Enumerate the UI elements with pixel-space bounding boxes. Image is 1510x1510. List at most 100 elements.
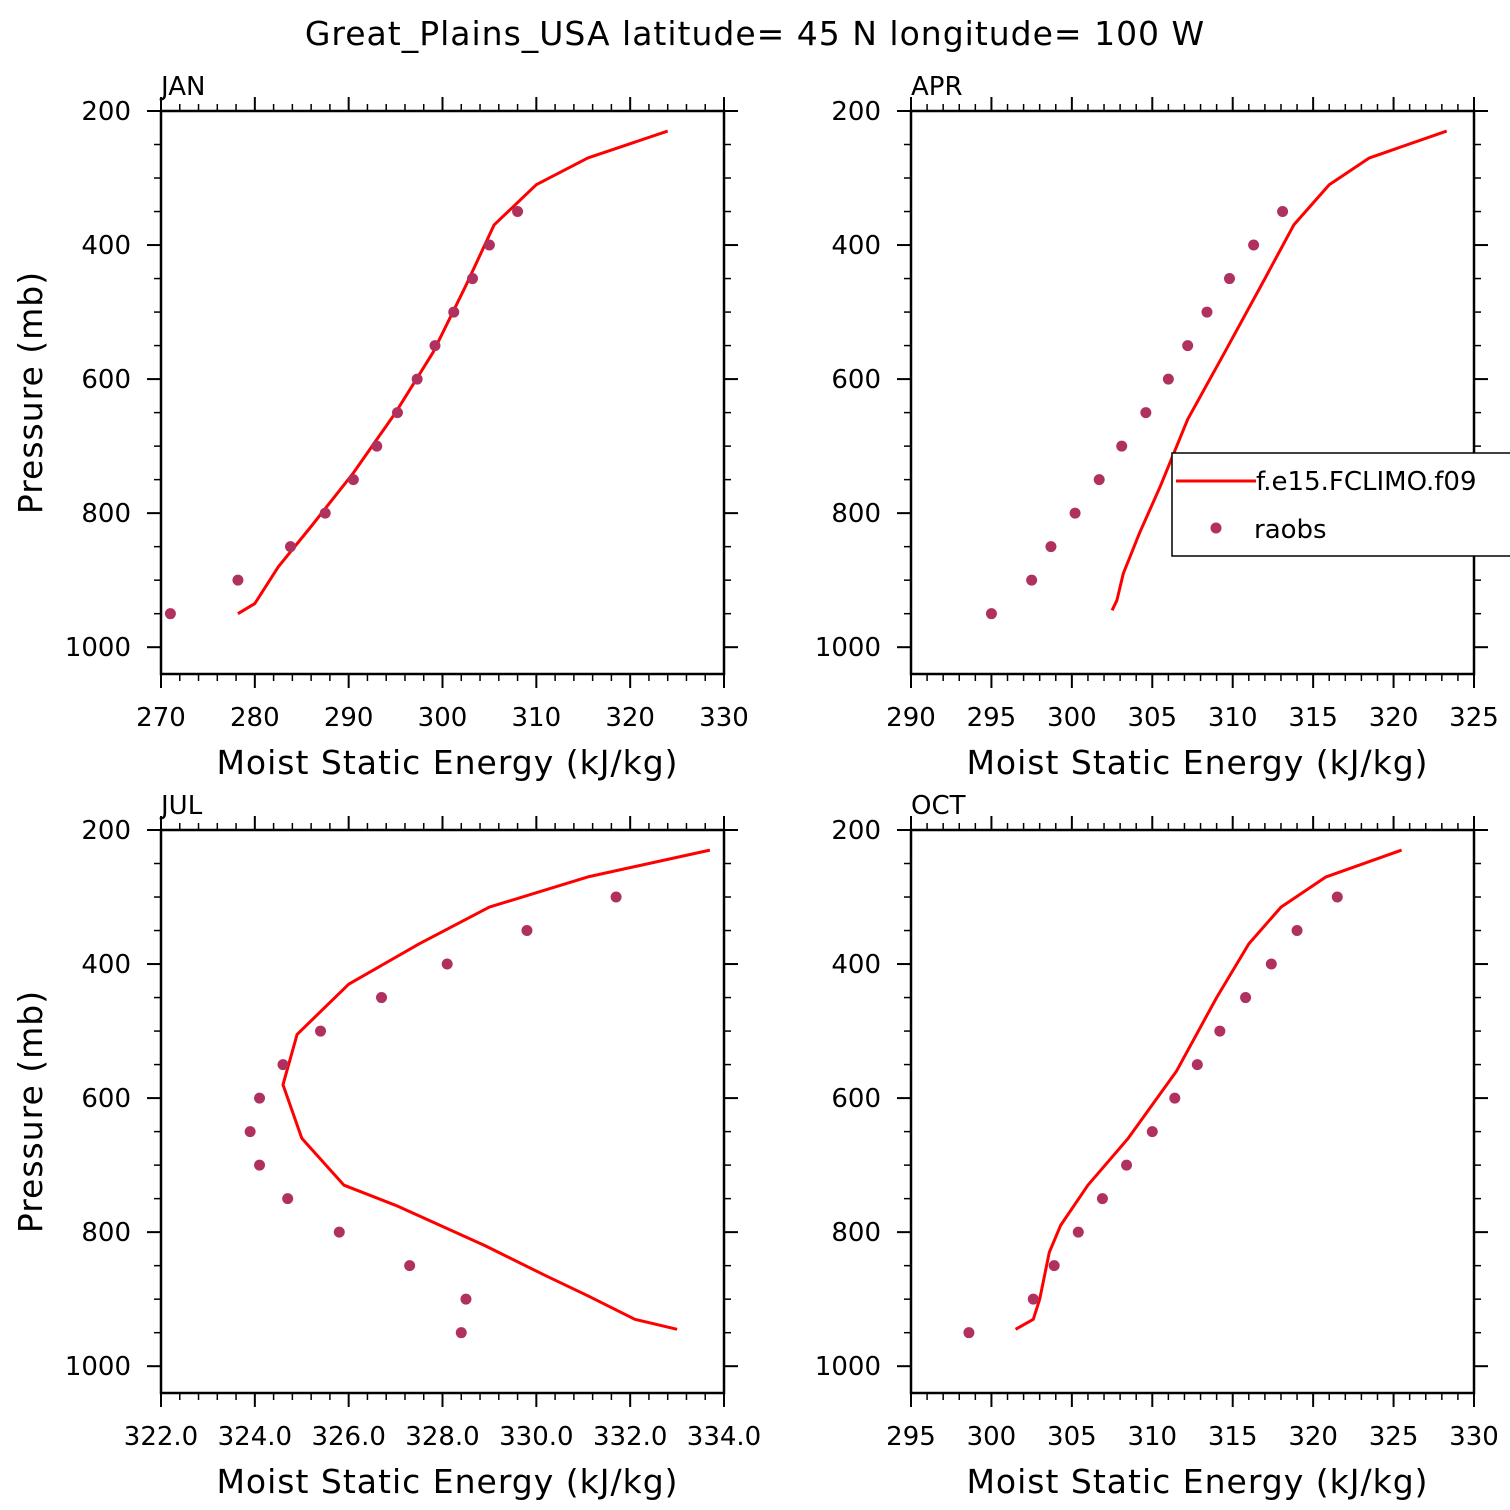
obs-point bbox=[1146, 1126, 1158, 1138]
y-tick-label: 800 bbox=[81, 1218, 131, 1248]
obs-point bbox=[284, 541, 296, 553]
panel-label: APR bbox=[911, 72, 963, 102]
obs-point bbox=[282, 1193, 294, 1205]
x-tick-label: 324.0 bbox=[218, 1422, 292, 1452]
x-tick-label: 332.0 bbox=[593, 1422, 667, 1452]
panel-label: OCT bbox=[911, 791, 966, 821]
obs-point bbox=[1072, 1226, 1084, 1238]
obs-point bbox=[1248, 239, 1260, 251]
legend-label-obs: raobs bbox=[1254, 515, 1327, 545]
y-tick-label: 800 bbox=[831, 499, 881, 529]
obs-point bbox=[521, 925, 533, 937]
obs-point bbox=[467, 273, 479, 285]
obs-point bbox=[244, 1126, 256, 1138]
obs-point bbox=[232, 574, 244, 586]
x-tick-label: 310 bbox=[512, 703, 562, 733]
y-axis-label: Pressure (mb) bbox=[11, 990, 50, 1233]
y-tick-label: 1000 bbox=[815, 1352, 881, 1382]
obs-point bbox=[254, 1159, 266, 1171]
x-tick-label: 300 bbox=[967, 1422, 1017, 1452]
x-tick-label: 334.0 bbox=[687, 1422, 761, 1452]
plot-frame bbox=[909, 109, 1476, 676]
obs-point bbox=[1026, 574, 1038, 586]
obs-point bbox=[371, 440, 383, 452]
x-tick-label: 326.0 bbox=[311, 1422, 385, 1452]
x-tick-label: 305 bbox=[1127, 703, 1177, 733]
x-tick-label: 325 bbox=[1449, 703, 1499, 733]
x-tick-label: 270 bbox=[136, 703, 186, 733]
legend-label-model: f.e15.FCLIMO.f09 bbox=[1256, 467, 1476, 497]
y-tick-label: 600 bbox=[81, 1084, 131, 1114]
obs-point bbox=[963, 1327, 975, 1339]
obs-point bbox=[1182, 340, 1194, 352]
series-line-model bbox=[1014, 848, 1403, 1331]
obs-point bbox=[455, 1327, 467, 1339]
obs-point bbox=[1223, 273, 1235, 285]
y-tick-label: 600 bbox=[831, 365, 881, 395]
x-tick-label: 300 bbox=[1047, 703, 1097, 733]
obs-point bbox=[441, 958, 453, 970]
obs-point bbox=[1045, 541, 1057, 553]
obs-point bbox=[460, 1293, 472, 1305]
obs-point bbox=[319, 507, 331, 519]
x-tick-label: 295 bbox=[886, 1422, 936, 1452]
plot-frame bbox=[159, 828, 726, 1395]
obs-point bbox=[1096, 1193, 1108, 1205]
obs-point bbox=[164, 608, 176, 620]
y-tick-label: 400 bbox=[81, 950, 131, 980]
x-tick-label: 280 bbox=[230, 703, 280, 733]
y-tick-label: 1000 bbox=[815, 633, 881, 663]
obs-point bbox=[1121, 1159, 1133, 1171]
obs-point bbox=[1093, 474, 1105, 486]
obs-point bbox=[254, 1092, 266, 1104]
obs-point bbox=[1191, 1059, 1203, 1071]
panel-label: JAN bbox=[159, 72, 205, 102]
x-tick-label: 310 bbox=[1127, 1422, 1177, 1452]
obs-point bbox=[1116, 440, 1128, 452]
chart-panel-apr: APR 290 295 300 305 310 315 320 325 200 400 600 800 1… bbox=[815, 72, 1510, 782]
plot-frame bbox=[159, 109, 726, 676]
x-axis-label: Moist Static Energy (kJ/kg) bbox=[216, 743, 678, 782]
x-tick-label: 320 bbox=[1288, 1422, 1338, 1452]
x-tick-label: 305 bbox=[1047, 1422, 1097, 1452]
y-tick-label: 1000 bbox=[65, 1352, 131, 1382]
x-tick-label: 330 bbox=[1449, 1422, 1499, 1452]
obs-point bbox=[347, 474, 359, 486]
legend-marker-swatch bbox=[1210, 522, 1222, 534]
obs-point bbox=[1140, 407, 1152, 419]
y-tick-label: 400 bbox=[831, 231, 881, 261]
obs-point bbox=[277, 1059, 289, 1071]
obs-point bbox=[1240, 992, 1252, 1004]
obs-point bbox=[1331, 891, 1343, 903]
obs-point bbox=[376, 992, 388, 1004]
x-tick-label: 295 bbox=[967, 703, 1017, 733]
x-tick-label: 325 bbox=[1369, 1422, 1419, 1452]
y-tick-label: 1000 bbox=[65, 633, 131, 663]
obs-point bbox=[333, 1226, 345, 1238]
page-title: Great_Plains_USA latitude= 45 N longitud… bbox=[305, 14, 1205, 53]
y-tick-label: 600 bbox=[81, 365, 131, 395]
obs-point bbox=[1048, 1260, 1060, 1272]
obs-point bbox=[1169, 1092, 1181, 1104]
obs-point bbox=[404, 1260, 416, 1272]
obs-point bbox=[985, 608, 997, 620]
x-tick-label: 310 bbox=[1208, 703, 1258, 733]
obs-point bbox=[448, 306, 460, 318]
x-axis-label: Moist Static Energy (kJ/kg) bbox=[216, 1462, 678, 1501]
x-tick-label: 330 bbox=[699, 703, 749, 733]
x-tick-label: 300 bbox=[418, 703, 468, 733]
x-axis-label: Moist Static Energy (kJ/kg) bbox=[966, 1462, 1428, 1501]
obs-point bbox=[391, 407, 403, 419]
x-tick-label: 322.0 bbox=[124, 1422, 198, 1452]
x-axis-label: Moist Static Energy (kJ/kg) bbox=[966, 743, 1428, 782]
obs-point bbox=[1265, 958, 1277, 970]
y-tick-label: 200 bbox=[831, 97, 881, 127]
plot-frame bbox=[909, 828, 1476, 1395]
obs-point bbox=[483, 239, 495, 251]
y-tick-label: 200 bbox=[81, 816, 131, 846]
obs-point bbox=[315, 1025, 327, 1037]
y-tick-label: 400 bbox=[831, 950, 881, 980]
y-tick-label: 800 bbox=[81, 499, 131, 529]
obs-point bbox=[1027, 1293, 1039, 1305]
obs-point bbox=[1201, 306, 1213, 318]
